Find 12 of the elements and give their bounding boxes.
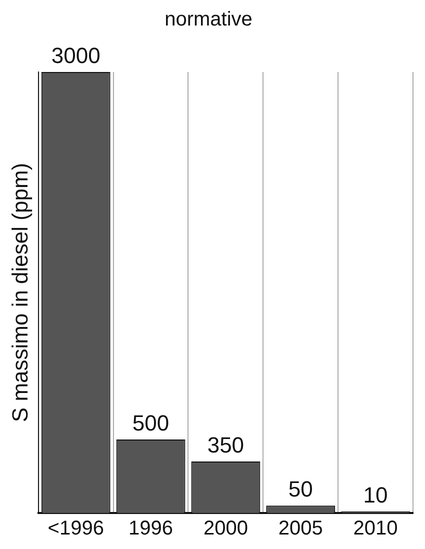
- data-label: 3000: [51, 43, 100, 68]
- x-tick-label: 1996: [128, 518, 174, 540]
- chart-title: normative: [164, 8, 252, 31]
- y-axis-title: S massimo in diesel (ppm): [7, 162, 32, 422]
- x-tick-label: 2005: [278, 518, 323, 540]
- x-tick-label: 2000: [203, 518, 248, 540]
- x-tick-label: 2010: [353, 518, 398, 540]
- data-label: 10: [363, 482, 388, 508]
- data-label: 350: [207, 432, 244, 458]
- data-label: 500: [132, 410, 170, 436]
- data-label: 50: [288, 476, 313, 502]
- x-tick-label: <1996: [48, 518, 104, 540]
